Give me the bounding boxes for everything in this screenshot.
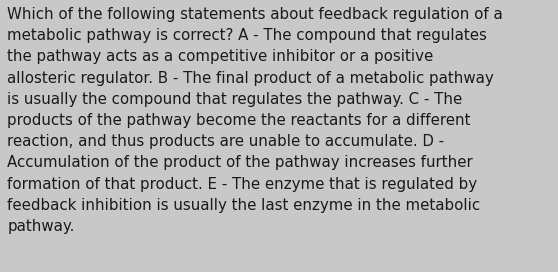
Text: Which of the following statements about feedback regulation of a
metabolic pathw: Which of the following statements about … [7,7,503,234]
